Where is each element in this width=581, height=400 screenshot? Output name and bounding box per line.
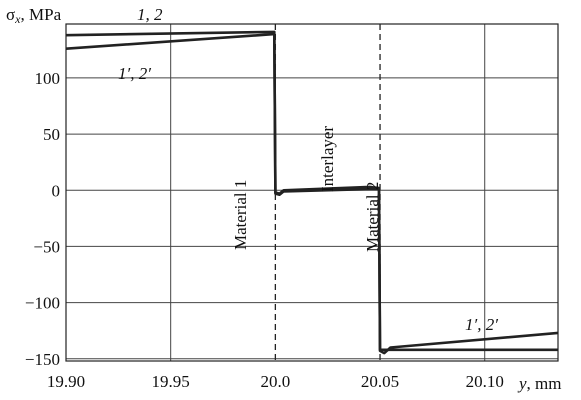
x-tick-label: 20.0 (260, 372, 290, 391)
y-tick-label: 100 (35, 69, 61, 88)
region-label-interlayer: Interlayer (318, 126, 337, 192)
annotation-curves-1-2: 1, 2 (137, 5, 163, 24)
x-tick-label: 19.95 (152, 372, 190, 391)
region-label-material-2: Material 2 (363, 182, 382, 252)
x-tick-label: 19.90 (47, 372, 85, 391)
plot-frame (65, 23, 559, 362)
x-tick-label: 20.05 (361, 372, 399, 391)
y-tick-labels: −150 −100 −50 0 50 100 (25, 69, 60, 369)
annotation-curves-1p-2p-right: 1′, 2′ (465, 315, 498, 334)
y-tick-label: 50 (43, 125, 60, 144)
annotation-curves-1p-2p-left: 1′, 2′ (118, 64, 151, 83)
y-tick-label: −150 (25, 350, 60, 369)
x-tick-label: 20.10 (466, 372, 504, 391)
x-tick-labels: 19.90 19.95 20.0 20.05 20.10 (47, 372, 504, 391)
y-tick-label: −100 (25, 294, 60, 313)
y-tick-label: 0 (52, 181, 61, 200)
series-lines (65, 30, 559, 355)
x-axis-label: y, mm (517, 374, 562, 393)
grid (65, 24, 558, 361)
series-line-2 (65, 32, 559, 355)
region-label-material-1: Material 1 (231, 180, 250, 250)
y-axis-label: σx, MPa (6, 5, 62, 26)
y-tick-label: −50 (33, 237, 60, 256)
